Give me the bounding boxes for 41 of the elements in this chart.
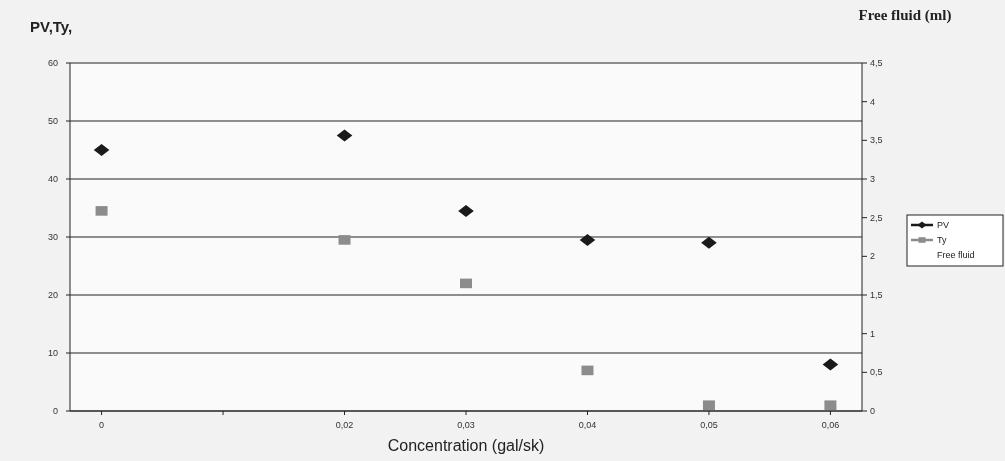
- y-tick-label: 40: [47, 174, 58, 185]
- point: [701, 236, 717, 249]
- x-tick-label: 0,02: [335, 420, 354, 430]
- y-axis-title: PV,Ty,: [30, 18, 73, 35]
- y2-tick-label: 4: [870, 96, 876, 107]
- point: [338, 235, 351, 245]
- y2-axis-title: Free fluid (ml): [858, 7, 952, 24]
- y-tick-label: 60: [47, 58, 58, 69]
- y2-tick-label: 2: [870, 251, 876, 262]
- point: [95, 206, 108, 216]
- x-tick-label: 0: [99, 420, 105, 430]
- legend-label: PV: [937, 220, 950, 231]
- y2-tick-label: 0: [870, 406, 876, 417]
- y-tick-label: 0: [52, 406, 58, 417]
- y-tick-label: 50: [47, 116, 58, 127]
- point: [822, 358, 839, 371]
- y2-tick-label: 0,5: [870, 367, 883, 378]
- y2-tick-label: 1: [870, 328, 876, 339]
- y2-tick-label: 4,5: [870, 58, 883, 69]
- point: [458, 204, 474, 217]
- legend-label: Ty: [937, 235, 947, 246]
- y-tick-label: 30: [47, 232, 58, 243]
- x-tick-label: 0,04: [578, 420, 597, 430]
- point: [824, 400, 837, 410]
- point: [93, 144, 110, 156]
- point: [579, 233, 596, 246]
- y2-tick-label: 3,5: [870, 135, 883, 146]
- point: [460, 278, 472, 289]
- y-tick-label: 10: [47, 348, 58, 359]
- x-tick-label: 0,06: [821, 420, 840, 430]
- x-tick-label: 0,05: [700, 420, 718, 430]
- text: Free fluid: [937, 250, 975, 261]
- y2-tick-label: 2,5: [870, 212, 883, 223]
- y2-tick-label: 1,5: [870, 290, 883, 301]
- y-tick-label: 20: [47, 290, 58, 301]
- point: [702, 400, 715, 410]
- x-axis-title: Concentration (gal/sk): [387, 437, 545, 454]
- x-tick-label: 0,03: [457, 420, 475, 430]
- y2-tick-label: 3: [870, 174, 876, 185]
- point: [581, 365, 594, 376]
- point: [336, 129, 353, 142]
